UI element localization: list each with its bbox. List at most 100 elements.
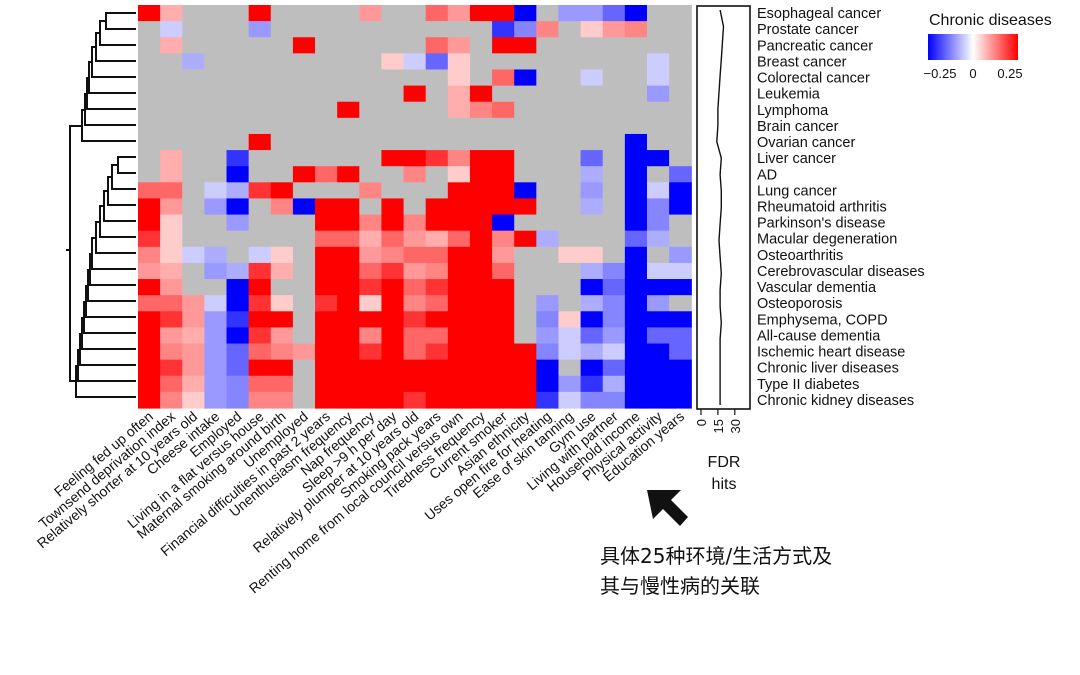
heatmap-cell <box>602 214 626 232</box>
heatmap-cell <box>646 375 670 393</box>
heatmap-cell <box>138 295 161 312</box>
heatmap-cell <box>602 69 626 87</box>
heatmap-cell <box>492 182 515 200</box>
heatmap-cell <box>602 37 626 54</box>
fdr-tick-label: 0 <box>694 419 709 426</box>
heatmap-cell <box>669 230 692 248</box>
heatmap-cell <box>669 327 692 345</box>
heatmap-cell <box>425 69 449 87</box>
heatmap-cell <box>669 117 692 135</box>
heatmap-cell <box>270 133 294 151</box>
heatmap-cell <box>602 359 626 377</box>
heatmap-cell <box>337 101 360 119</box>
row-label-pancreatic-cancer: Pancreatic cancer <box>757 38 873 54</box>
heatmap-cell <box>315 37 338 54</box>
row-label-rheumatoid-arthritis: Rheumatoid arthritis <box>757 200 887 216</box>
heatmap-cell <box>182 262 205 280</box>
heatmap-cell <box>204 230 228 248</box>
heatmap-cell <box>580 343 604 361</box>
heatmap-cell <box>381 69 405 87</box>
heatmap-cell <box>138 327 161 345</box>
heatmap-cell <box>160 37 183 54</box>
heatmap-cell <box>337 327 360 345</box>
heatmap-cell <box>248 69 272 87</box>
heatmap-cell <box>337 150 360 167</box>
heatmap-cell <box>624 375 648 393</box>
heatmap-cell <box>624 182 648 200</box>
heatmap-cell <box>359 150 383 167</box>
heatmap-cell <box>270 327 294 345</box>
heatmap-cell <box>602 391 626 409</box>
heatmap-cell <box>492 37 515 54</box>
heatmap-cell <box>624 133 648 151</box>
heatmap-cell <box>160 21 183 38</box>
heatmap-cell <box>160 279 183 296</box>
heatmap-cell <box>292 391 316 409</box>
heatmap-cell <box>292 359 316 377</box>
heatmap-cell <box>492 101 515 119</box>
heatmap-cell <box>160 246 183 264</box>
heatmap-cell <box>292 182 316 200</box>
heatmap-cell <box>447 343 471 361</box>
heatmap-cell <box>580 53 604 71</box>
row-label-lymphoma: Lymphoma <box>757 103 829 119</box>
heatmap-cell <box>160 295 183 312</box>
heatmap-cell <box>669 85 692 103</box>
heatmap-cell <box>602 150 626 167</box>
heatmap-cell <box>425 391 449 409</box>
heatmap-cell <box>669 182 692 200</box>
heatmap-cell <box>425 150 449 167</box>
heatmap-cell <box>226 5 250 22</box>
legend-title: Chronic diseases <box>929 12 1052 29</box>
heatmap-cell <box>580 85 604 103</box>
heatmap-cell <box>669 262 692 280</box>
heatmap-cell <box>580 375 604 393</box>
heatmap-cell <box>602 117 626 135</box>
heatmap-cell <box>182 182 205 200</box>
heatmap-cell <box>492 311 515 328</box>
row-label-lung-cancer: Lung cancer <box>757 183 837 199</box>
heatmap-cell <box>580 311 604 328</box>
heatmap-cell <box>558 262 582 280</box>
heatmap-cell <box>425 101 449 119</box>
heatmap-cell <box>292 53 316 71</box>
heatmap-cell <box>624 359 648 377</box>
heatmap-cell <box>381 37 405 54</box>
heatmap-cell <box>337 295 360 312</box>
legend-tick-label: 0 <box>969 66 976 81</box>
heatmap-cell <box>403 198 427 216</box>
heatmap-cell <box>160 198 183 216</box>
heatmap-cell <box>447 359 471 377</box>
heatmap-cell <box>403 53 427 71</box>
heatmap-cell <box>403 214 427 232</box>
heatmap-cell <box>292 214 316 232</box>
heatmap-cell <box>381 262 405 280</box>
heatmap-cell <box>248 150 272 167</box>
heatmap-cell <box>381 230 405 248</box>
heatmap-cell <box>138 166 161 183</box>
heatmap-cell <box>182 117 205 135</box>
row-label-chronic-liver-diseases: Chronic liver diseases <box>757 361 899 377</box>
heatmap-cell <box>514 343 537 361</box>
heatmap-cell <box>337 359 360 377</box>
heatmap-cell <box>447 69 471 87</box>
legend-tick-label: −0.25 <box>924 66 957 81</box>
heatmap-cell <box>669 246 692 264</box>
heatmap-cell <box>359 391 383 409</box>
heatmap-cell <box>381 150 405 167</box>
heatmap-cell <box>624 101 648 119</box>
heatmap-cell <box>624 150 648 167</box>
heatmap-cell <box>447 5 471 22</box>
heatmap-cell <box>204 117 228 135</box>
heatmap-cell <box>536 150 560 167</box>
heatmap-cell <box>469 69 493 87</box>
heatmap-cell <box>624 343 648 361</box>
heatmap-cell <box>337 343 360 361</box>
heatmap-cell <box>204 101 228 119</box>
heatmap-cell <box>624 5 648 22</box>
heatmap-cell <box>292 69 316 87</box>
heatmap-cell <box>204 53 228 71</box>
heatmap-cell <box>580 37 604 54</box>
heatmap-cell <box>514 150 537 167</box>
